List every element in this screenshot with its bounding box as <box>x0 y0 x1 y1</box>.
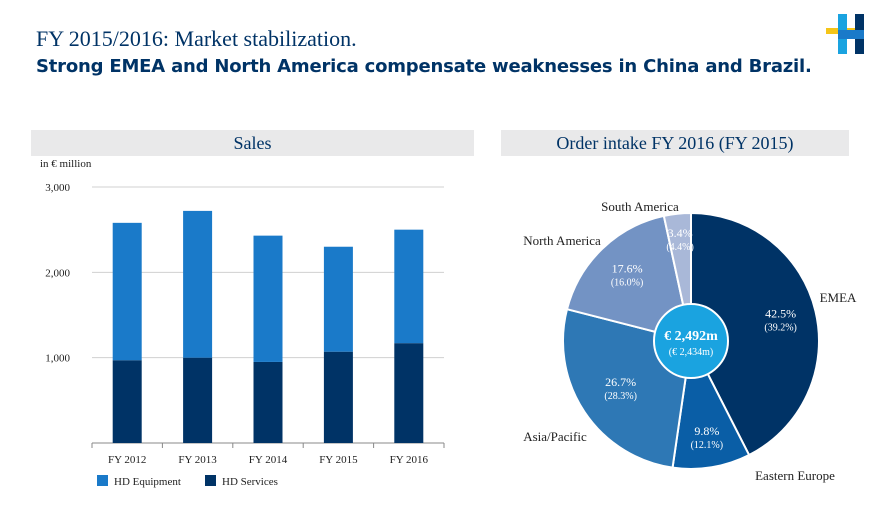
slice-percent: 42.5% <box>765 306 796 320</box>
pie-slice-north-america <box>565 214 693 343</box>
company-logo <box>826 14 864 54</box>
bar-services <box>323 351 353 443</box>
bar-equipment <box>112 222 142 361</box>
legend-equipment-label: HD Equipment <box>114 476 181 488</box>
slice-label-south-america: South America <box>601 199 679 214</box>
slice-prev-percent: (39.2%) <box>764 322 797 333</box>
legend-services-label: HD Services <box>222 476 278 488</box>
bar-equipment <box>394 229 424 344</box>
slice-prev-percent: (28.3%) <box>604 391 637 402</box>
center-total-circle <box>653 303 729 379</box>
pie-slice-emea <box>690 211 820 457</box>
y-tick-label: 3,000 <box>45 182 70 194</box>
legend-services-swatch <box>205 475 216 486</box>
legend-equipment-swatch <box>97 475 108 486</box>
bar-services <box>183 357 213 443</box>
x-tick-label: FY 2013 <box>178 454 217 466</box>
page-subtitle: Strong EMEA and North America compensate… <box>36 56 812 77</box>
bar-equipment <box>323 246 353 352</box>
slice-label-emea: EMEA <box>820 290 857 305</box>
legend-services: HD Services <box>205 475 278 488</box>
bar-services <box>394 343 424 443</box>
slice-label-asia-pacific: Asia/Pacific <box>523 429 587 444</box>
slice-percent: 26.7% <box>605 375 636 389</box>
slice-prev-percent: (4.4%) <box>666 242 694 253</box>
x-tick-label: FY 2014 <box>249 454 288 466</box>
y-tick-label: 1,000 <box>45 353 70 365</box>
center-total-value: € 2,492m <box>664 329 718 344</box>
bar-equipment <box>183 210 213 358</box>
x-tick-label: FY 2012 <box>108 454 146 466</box>
slice-percent: 17.6% <box>612 262 643 276</box>
y-tick-label: 2,000 <box>45 267 70 279</box>
slice-prev-percent: (16.0%) <box>611 278 644 289</box>
bar-services <box>112 360 142 443</box>
orders-panel-title: Order intake FY 2016 (FY 2015) <box>501 130 849 156</box>
sales-unit-label: in € million <box>40 158 92 170</box>
slice-prev-percent: (12.1%) <box>691 440 724 451</box>
slice-percent: 3.4% <box>668 226 693 240</box>
x-tick-label: FY 2016 <box>390 454 429 466</box>
legend-equipment: HD Equipment <box>97 475 181 488</box>
bar-services <box>253 361 283 443</box>
x-tick-label: FY 2015 <box>319 454 358 466</box>
slice-percent: 9.8% <box>694 424 719 438</box>
sales-panel-title: Sales <box>31 130 474 156</box>
slice-label-north-america: North America <box>523 233 601 248</box>
bar-equipment <box>253 235 283 362</box>
center-total-prev: (€ 2,434m) <box>669 347 713 358</box>
slice-label-eastern-europe: Eastern Europe <box>755 468 835 483</box>
page-title: FY 2015/2016: Market stabilization. <box>36 26 357 51</box>
